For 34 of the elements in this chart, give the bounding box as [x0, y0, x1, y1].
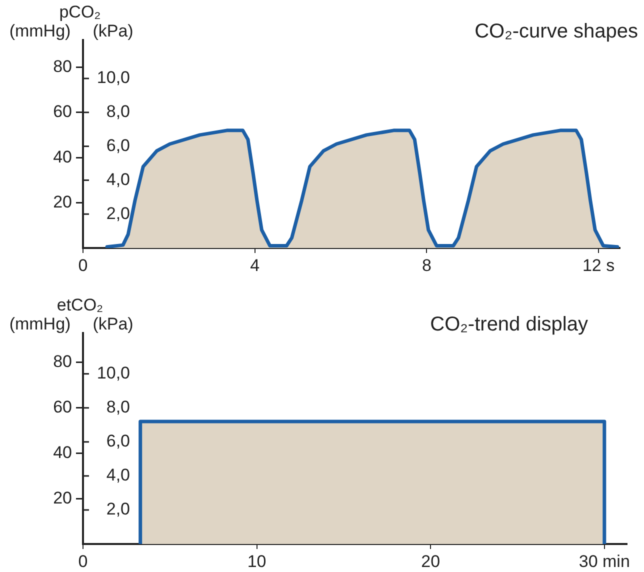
y-axis-title: (mmHg) [9, 314, 71, 334]
x-tick-label: 4 [250, 256, 260, 275]
x-tick-label: 0 [78, 256, 88, 275]
y2-axis-title: (kPa) [92, 22, 134, 41]
x-tick-label: 10 [247, 552, 266, 571]
y2-tick-label: 2,0 [106, 500, 130, 519]
y-tick-label: 40 [53, 147, 72, 166]
x-tick-label: 30 min [578, 552, 630, 571]
y-tick-label: 40 [53, 442, 72, 462]
y-tick-label: 20 [53, 488, 72, 508]
chart-title: CO₂-curve shapes [474, 20, 638, 43]
x-tick-label: 8 [422, 256, 432, 275]
y2-tick-label: 6,0 [106, 432, 130, 451]
y-tick-label: 80 [53, 56, 72, 76]
y-tick-label: 60 [53, 398, 72, 417]
y-axis-title: (mmHg) [9, 22, 71, 41]
y2-tick-label: 2,0 [106, 204, 130, 223]
y2-tick-label: 10,0 [96, 68, 130, 88]
y2-tick-label: 6,0 [106, 136, 130, 155]
y2-tick-label: 4,0 [106, 466, 130, 485]
y-tick-label: 60 [53, 102, 72, 122]
y-tick-label: 80 [53, 352, 72, 372]
x-tick-label: 20 [421, 552, 440, 571]
x-tick-label: 0 [78, 552, 88, 571]
y2-axis-title: (kPa) [92, 314, 134, 334]
text: etCO₂ [56, 296, 104, 315]
y2-tick-label: 8,0 [106, 398, 130, 417]
y2-tick-label: 8,0 [106, 102, 130, 122]
y2-tick-label: 10,0 [96, 364, 130, 383]
y-tick-label: 20 [53, 192, 72, 212]
chart-title: CO₂-trend display [430, 314, 588, 336]
y2-tick-label: 4,0 [106, 170, 130, 189]
x-tick-label: 12 s [582, 256, 615, 275]
text: pCO₂ [59, 2, 101, 22]
